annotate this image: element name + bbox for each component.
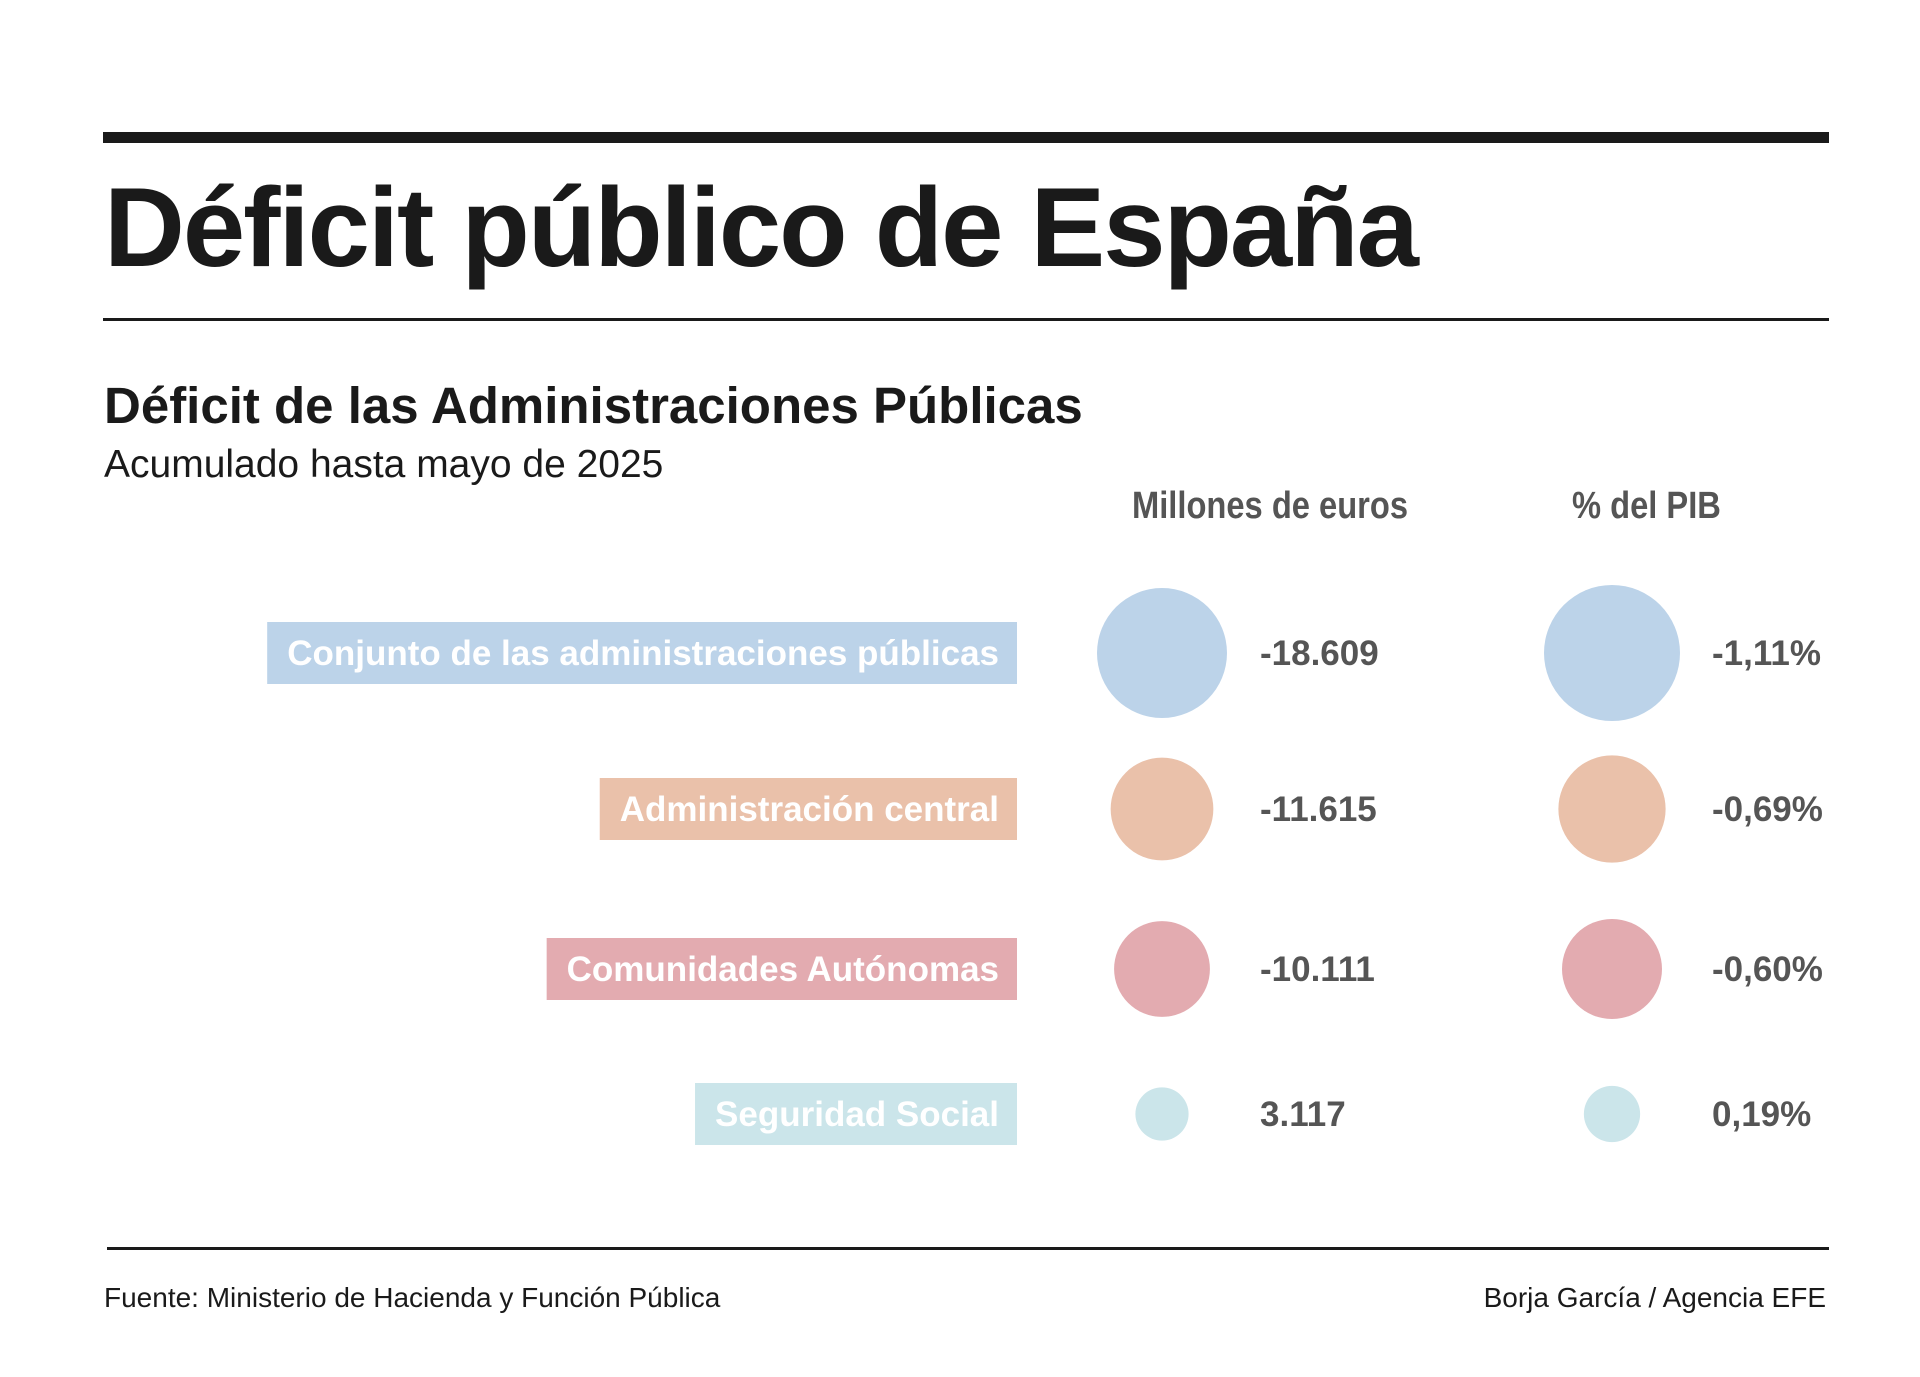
- eur-bubble: [1135, 1087, 1189, 1141]
- footer-divider: [107, 1247, 1829, 1250]
- title-divider: [103, 318, 1829, 321]
- eur-bubble: [1110, 757, 1214, 861]
- category-label: Seguridad Social: [715, 1095, 999, 1134]
- credit-note: Borja García / Agencia EFE: [1483, 1282, 1826, 1313]
- page-title: Déficit público de España: [104, 165, 1419, 290]
- category-label: Administración central: [620, 790, 999, 829]
- pib-value-label: -1,11%: [1712, 634, 1821, 673]
- pib-value-label: -0,60%: [1712, 950, 1823, 989]
- pib-bubble: [1558, 755, 1666, 863]
- pib-bubble: [1583, 1085, 1641, 1143]
- eur-value-label: 3.117: [1260, 1095, 1346, 1134]
- column-header-pib: % del PIB: [1572, 485, 1721, 527]
- pib-value-label: 0,19%: [1712, 1095, 1811, 1134]
- pib-bubble: [1544, 585, 1680, 721]
- top-thick-rule: [103, 132, 1829, 143]
- category-bar: [599, 778, 1017, 840]
- chart-subtitle: Déficit de las Administraciones Públicas: [104, 377, 1083, 434]
- eur-value-label: -18.609: [1260, 634, 1379, 673]
- pib-bubble: [1562, 919, 1662, 1019]
- eur-value-label: -11.615: [1260, 790, 1377, 829]
- eur-bubble: [1114, 921, 1210, 1017]
- source-note: Fuente: Ministerio de Hacienda y Función…: [104, 1282, 721, 1313]
- eur-bubble: [1097, 588, 1227, 718]
- category-label: Comunidades Autónomas: [567, 950, 999, 989]
- eur-value-label: -10.111: [1260, 950, 1375, 989]
- category-bar: [546, 938, 1017, 1000]
- pib-value-label: -0,69%: [1712, 790, 1823, 829]
- category-label: Conjunto de las administraciones pública…: [287, 634, 999, 673]
- category-bar: [695, 1083, 1017, 1145]
- chart-period: Acumulado hasta mayo de 2025: [104, 443, 664, 486]
- category-bar: [267, 622, 1017, 684]
- column-header-eur: Millones de euros: [1132, 485, 1409, 527]
